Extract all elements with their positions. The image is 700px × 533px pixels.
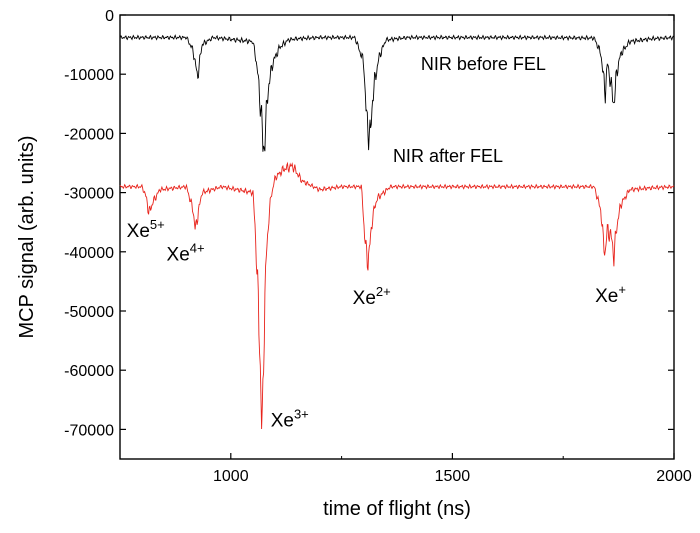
series-line-1 [119,34,675,152]
peak-label: Xe4+ [167,241,205,266]
peak-label: Xe5+ [127,217,165,242]
series-layer [119,34,675,430]
x-tick-label: 1500 [435,468,471,485]
y-tick-label: -40000 [64,245,114,262]
label-layer: NIR before FEL NIR after FEL Xe5+Xe4+ Xe3+ X… [127,54,626,431]
y-tick-label: -30000 [64,186,114,203]
y-tick-label: 0 [105,8,114,25]
series-line-2 [119,161,675,430]
peak-label: Xe+ [595,282,626,307]
x-axis-label: time of flight (ns) [323,498,471,520]
peak-label: Xe3+ [271,406,309,431]
y-tick-label: -70000 [64,422,114,439]
y-tick-label: -50000 [64,304,114,321]
y-tick-label: -60000 [64,363,114,380]
y-tick-label: -20000 [64,126,114,143]
peak-label: Xe2+ [353,284,391,309]
series-annotation-1: NIR before FEL [421,54,546,74]
axis-layer: 0 -10000 -20000 -30000 -40000 -50000 -60000 -70… [64,8,692,485]
x-tick-label: 2000 [656,468,692,485]
y-axis-label: MCP signal (arb. units) [16,135,38,338]
y-tick-label: -10000 [64,67,114,84]
plot-frame [119,14,675,460]
x-tick-label: 1000 [213,468,249,485]
series-annotation-2: NIR after FEL [393,146,503,166]
